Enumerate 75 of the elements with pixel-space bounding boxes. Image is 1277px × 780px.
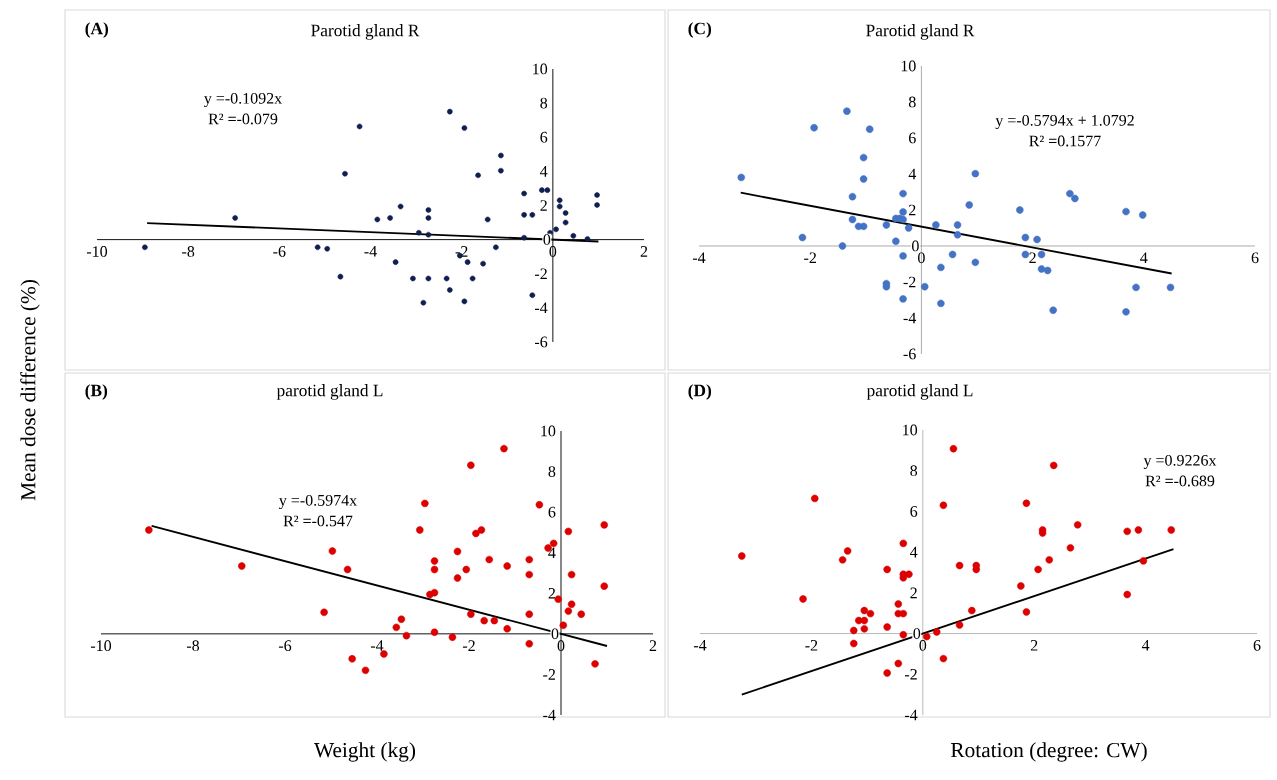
x-tick-label: -4: [370, 640, 384, 651]
annotation: y =0.9226x: [1143, 454, 1217, 470]
x-tick-label: -2: [804, 252, 816, 264]
y-tick-label: -4: [534, 302, 548, 314]
x-tick-label: 0: [557, 640, 565, 652]
x-tick-label: -8: [186, 640, 200, 652]
text: (B): [85, 384, 108, 400]
x-tick-label: 2: [1029, 252, 1036, 264]
y-tick-label: -2: [543, 669, 556, 680]
y-tick-label: 4: [548, 547, 556, 558]
y-tick-label: -2: [903, 276, 916, 288]
y-tick-label: 0: [543, 234, 551, 245]
y-tick-label: 2: [548, 587, 556, 599]
y-tick-label: 4: [540, 166, 548, 177]
x-tick-label: 2: [640, 246, 648, 257]
x-tick-label: -6: [273, 246, 286, 257]
y-tick-label: 10: [533, 63, 548, 75]
x-tick-label: -2: [805, 639, 818, 651]
y-tick-label: -4: [904, 709, 918, 721]
y-tick-label: 2: [540, 200, 547, 211]
y-tick-label: 6: [548, 506, 556, 518]
y-tick-label: -4: [543, 709, 556, 721]
chart-title: Parotid gland R: [866, 24, 975, 40]
text: (C): [688, 22, 712, 38]
y-tick-label: 6: [908, 132, 916, 144]
x-tick-label: 4: [1141, 639, 1150, 651]
y-tick-label: 6: [540, 131, 548, 143]
chart-title: Parotid gland R: [311, 24, 420, 40]
y-tick-label: 4: [910, 546, 918, 558]
y-tick-label: 8: [540, 97, 548, 109]
x-tick-label: 4: [1140, 252, 1148, 263]
y-tick-label: 10: [903, 424, 918, 436]
x-tick-label: 6: [1251, 252, 1259, 264]
x-tick-label: -4: [692, 252, 706, 263]
y-axis-title: Mean dose difference (%): [20, 280, 40, 501]
chart-title: parotid gland L: [276, 384, 383, 400]
x-tick-label: 2: [1030, 639, 1038, 651]
x-tick-label: -4: [693, 639, 707, 651]
x-tick-label: 0: [919, 640, 927, 651]
annotation: R² =0.1577: [1029, 135, 1101, 147]
text: (A): [85, 22, 109, 38]
annotation: R² =-0.547: [283, 515, 353, 527]
y-tick-label: 8: [910, 465, 918, 477]
x-axis-title: Weight (kg): [314, 742, 416, 762]
y-tick-label: -4: [903, 312, 917, 324]
y-tick-label: 2: [910, 587, 917, 599]
x-tick-label: -2: [462, 640, 475, 651]
x-tick-label: -4: [364, 246, 377, 257]
y-tick-label: -6: [903, 348, 916, 360]
y-tick-label: -2: [904, 668, 917, 680]
x-tick-label: 6: [1253, 639, 1261, 651]
y-tick-label: 6: [910, 506, 918, 517]
x-tick-label: -10: [90, 640, 112, 652]
y-tick-label: 10: [901, 60, 916, 72]
x-tick-label: -8: [182, 246, 195, 257]
y-tick-label: -2: [534, 268, 547, 280]
y-tick-label: 8: [548, 466, 556, 477]
x-tick-label: -10: [86, 246, 108, 257]
y-tick-label: 10: [541, 425, 556, 437]
annotation: y =-0.5794x + 1.0792: [995, 114, 1134, 130]
y-tick-label: -6: [534, 336, 548, 348]
x-tick-label: 2: [649, 640, 657, 651]
text: (D): [688, 384, 712, 400]
y-tick-label: 0: [551, 628, 559, 640]
y-tick-label: 8: [908, 96, 916, 108]
x-tick-label: -6: [278, 640, 292, 652]
y-tick-label: 4: [908, 168, 917, 180]
chart-title: parotid gland L: [866, 384, 973, 400]
annotation: y =-0.5974x: [279, 494, 357, 510]
y-tick-label: 2: [909, 204, 916, 216]
annotation: y =-0.1092x: [204, 92, 282, 108]
y-tick-label: 0: [913, 628, 921, 639]
x-axis-title: Rotation (degree: CW): [950, 742, 1147, 762]
annotation: R² =-0.079: [208, 113, 278, 125]
annotation: R² =-0.689: [1145, 475, 1215, 487]
